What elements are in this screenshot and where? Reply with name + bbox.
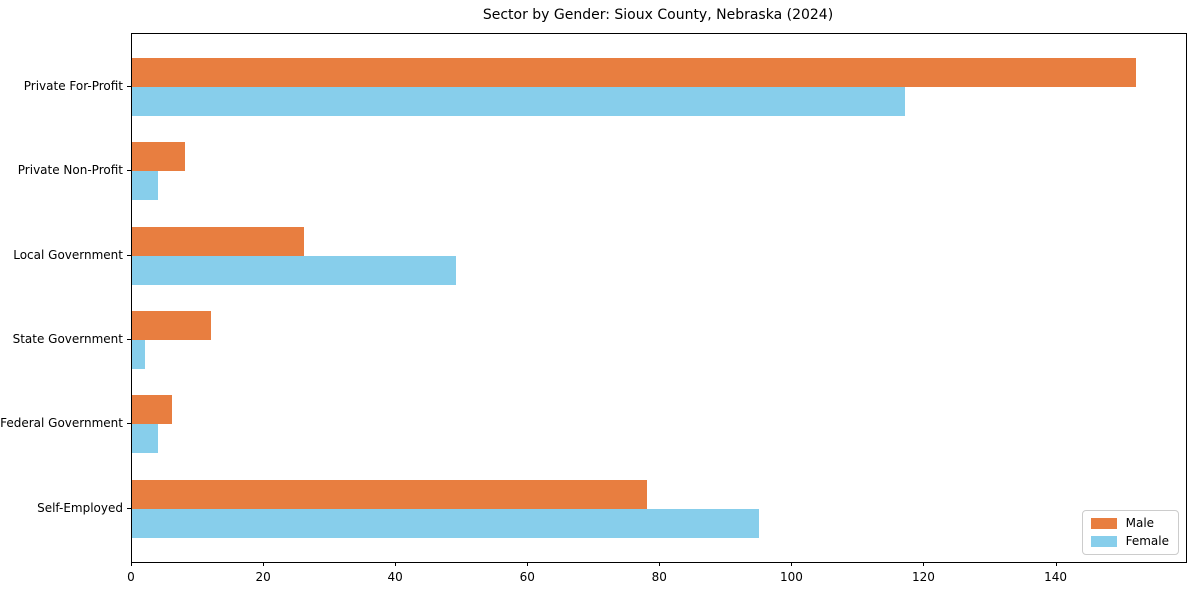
y-tick-mark: [127, 170, 131, 172]
plot-area: Male Female: [131, 33, 1187, 563]
chart-title: Sector by Gender: Sioux County, Nebraska…: [482, 7, 834, 23]
x-tick-mark: [1055, 562, 1057, 566]
bar-male-state-government: [132, 311, 212, 341]
x-tick-mark: [131, 562, 132, 566]
x-axis-label-40: 40: [387, 570, 403, 584]
legend-label-male: Male: [1125, 516, 1155, 530]
legend-item-female: Female: [1090, 534, 1169, 548]
x-tick-mark: [527, 562, 529, 566]
y-axis-label-state-government: State Government: [12, 332, 123, 347]
bar-female-private-non-profit: [132, 171, 159, 201]
y-axis-label-private-for-profit: Private For-Profit: [23, 79, 123, 93]
x-tick-mark: [923, 562, 925, 566]
bar-female-private-for-profit: [132, 87, 905, 116]
bar-male-federal-government: [132, 395, 172, 425]
x-axis-label-0: 0: [127, 570, 135, 584]
x-axis-label-60: 60: [519, 570, 535, 584]
x-tick-mark: [659, 562, 661, 566]
bar-male-local-government: [132, 226, 304, 256]
bar-male-self-employed: [132, 479, 648, 509]
y-tick-mark: [127, 254, 131, 256]
legend-swatch-male-icon: [1090, 518, 1117, 529]
x-axis-label-100: 100: [779, 570, 803, 584]
x-axis-label-80: 80: [651, 570, 667, 584]
bar-female-local-government: [132, 255, 456, 285]
bar-female-state-government: [132, 340, 146, 370]
y-tick-mark: [127, 339, 131, 341]
legend-swatch-female-icon: [1090, 536, 1117, 547]
x-axis-label-120: 120: [912, 570, 935, 584]
x-tick-mark: [395, 562, 397, 566]
bar-female-self-employed: [132, 508, 760, 538]
y-axis-label-private-non-profit: Private Non-Profit: [17, 163, 123, 178]
bar-female-federal-government: [132, 424, 159, 454]
bar-male-private-non-profit: [132, 142, 185, 172]
x-tick-mark: [791, 562, 793, 566]
x-axis-label-20: 20: [255, 570, 271, 584]
legend-label-female: Female: [1125, 534, 1169, 548]
x-tick-mark: [263, 562, 265, 566]
y-tick-mark: [127, 507, 131, 509]
bar-male-private-for-profit: [132, 58, 1136, 87]
y-axis-label-self-employed: Self-Employed: [37, 500, 123, 515]
y-axis-label-federal-government: Federal Government: [0, 416, 123, 431]
y-axis-label-local-government: Local Government: [13, 247, 123, 262]
legend: Male Female: [1081, 510, 1179, 555]
y-tick-mark: [127, 86, 131, 87]
x-axis-label-140: 140: [1044, 570, 1067, 584]
legend-item-male: Male: [1090, 516, 1169, 530]
y-tick-mark: [127, 423, 131, 425]
